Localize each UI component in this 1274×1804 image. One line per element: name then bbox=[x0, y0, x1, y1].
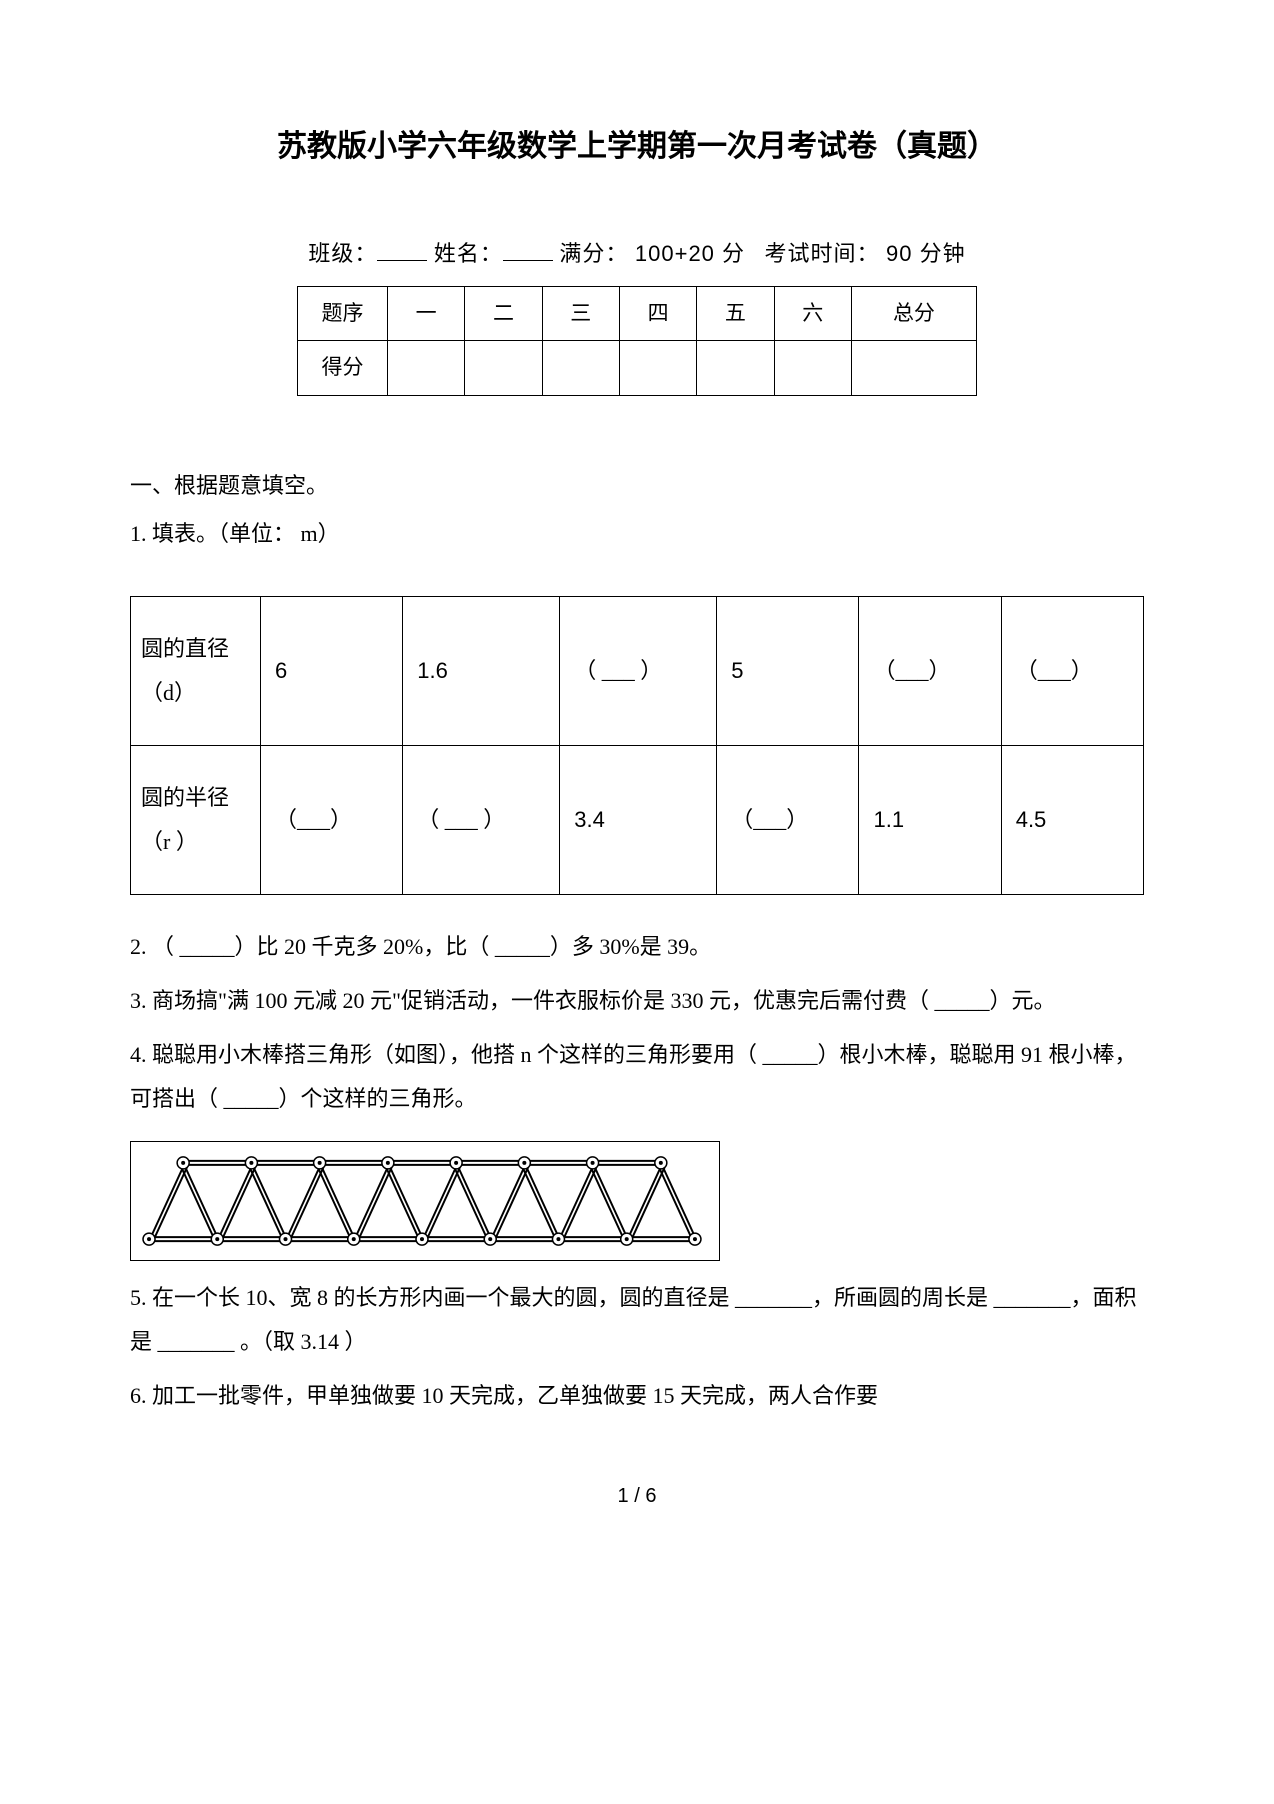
d-cell-2: 1.6 bbox=[403, 596, 560, 745]
header-label: 题序 bbox=[298, 286, 388, 341]
name-blank bbox=[503, 239, 553, 261]
col-total: 总分 bbox=[851, 286, 976, 341]
r-cell-6: 4.5 bbox=[1001, 745, 1143, 894]
section-1-header: 一、根据题意填空。 bbox=[130, 466, 1144, 506]
d-cell-4: 5 bbox=[717, 596, 859, 745]
page-number: 1 / 6 bbox=[130, 1478, 1144, 1514]
score-cell bbox=[619, 341, 696, 396]
page-title: 苏教版小学六年级数学上学期第一次月考试卷（真题） bbox=[130, 120, 1144, 174]
radius-label: 圆的半径（r ） bbox=[131, 745, 261, 894]
class-label: 班级： bbox=[308, 241, 377, 266]
diameter-row: 圆的直径（d） 6 1.6 （ ___ ） 5 （___） （___） bbox=[131, 596, 1144, 745]
score-row-label: 得分 bbox=[298, 341, 388, 396]
question-2: 2. （ _____）比 20 千克多 20%，比（ _____）多 30%是 … bbox=[130, 925, 1144, 969]
col-1: 一 bbox=[388, 286, 465, 341]
question-4: 4. 聪聪用小木棒搭三角形（如图），他搭 n 个这样的三角形要用（ _____）… bbox=[130, 1033, 1144, 1121]
score-cell bbox=[388, 341, 465, 396]
col-4: 四 bbox=[619, 286, 696, 341]
diameter-radius-table: 圆的直径（d） 6 1.6 （ ___ ） 5 （___） （___） 圆的半径… bbox=[130, 596, 1144, 895]
d-cell-1: 6 bbox=[261, 596, 403, 745]
time-value: 90 分钟 bbox=[886, 241, 966, 266]
score-cell bbox=[697, 341, 774, 396]
diameter-label: 圆的直径（d） bbox=[131, 596, 261, 745]
col-5: 五 bbox=[697, 286, 774, 341]
score-cell bbox=[774, 341, 851, 396]
question-3: 3. 商场搞"满 100 元减 20 元"促销活动，一件衣服标价是 330 元，… bbox=[130, 979, 1144, 1023]
r-cell-3: 3.4 bbox=[560, 745, 717, 894]
name-label: 姓名： bbox=[434, 241, 503, 266]
r-cell-2: （ ___ ） bbox=[403, 745, 560, 894]
score-label: 满分： bbox=[559, 241, 628, 266]
exam-info-line: 班级： 姓名： 满分： 100+20 分 考试时间： 90 分钟 bbox=[130, 234, 1144, 274]
d-cell-6: （___） bbox=[1001, 596, 1143, 745]
score-value-row: 得分 bbox=[298, 341, 977, 396]
radius-row: 圆的半径（r ） （___） （ ___ ） 3.4 （___） 1.1 4.5 bbox=[131, 745, 1144, 894]
score-header-row: 题序 一 二 三 四 五 六 总分 bbox=[298, 286, 977, 341]
score-cell bbox=[465, 341, 542, 396]
question-5: 5. 在一个长 10、宽 8 的长方形内画一个最大的圆，圆的直径是 ______… bbox=[130, 1276, 1144, 1364]
question-6: 6. 加工一批零件，甲单独做要 10 天完成，乙单独做要 15 天完成，两人合作… bbox=[130, 1374, 1144, 1418]
r-cell-4: （___） bbox=[717, 745, 859, 894]
col-2: 二 bbox=[465, 286, 542, 341]
triangle-matchstick-figure bbox=[130, 1141, 720, 1261]
time-label: 考试时间： bbox=[765, 241, 880, 266]
col-6: 六 bbox=[774, 286, 851, 341]
question-1-text: 1. 填表。（单位： m） bbox=[130, 512, 1144, 556]
matchstick-svg bbox=[139, 1150, 711, 1252]
score-cell bbox=[851, 341, 976, 396]
r-cell-5: 1.1 bbox=[859, 745, 1001, 894]
score-cell bbox=[542, 341, 619, 396]
d-cell-3: （ ___ ） bbox=[560, 596, 717, 745]
class-blank bbox=[377, 239, 427, 261]
col-3: 三 bbox=[542, 286, 619, 341]
r-cell-1: （___） bbox=[261, 745, 403, 894]
d-cell-5: （___） bbox=[859, 596, 1001, 745]
score-table: 题序 一 二 三 四 五 六 总分 得分 bbox=[297, 286, 977, 397]
score-value: 100+20 分 bbox=[635, 241, 745, 266]
